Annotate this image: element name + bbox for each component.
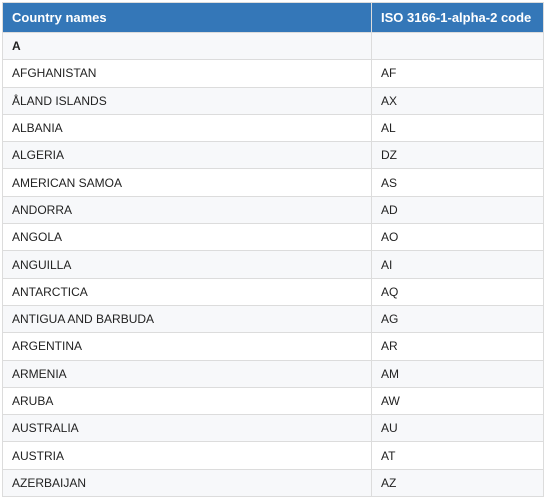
country-name: ALGERIA: [2, 141, 372, 170]
empty-cell: [371, 31, 544, 61]
country-name: ÅLAND ISLANDS: [2, 86, 372, 115]
table-row: ALBANIA AL: [2, 113, 544, 143]
country-name: ANGOLA: [2, 223, 372, 252]
section-cell: A: [2, 31, 372, 61]
country-name: ANDORRA: [2, 195, 372, 225]
country-name: ANGUILLA: [2, 250, 372, 279]
country-name: AZERBAIJAN: [2, 468, 372, 498]
country-code: AZ: [371, 468, 544, 498]
table-row: ALGERIA DZ: [2, 141, 544, 170]
table-row: ARMENIA AM: [2, 359, 544, 388]
table-row: ANTIGUA AND BARBUDA AG: [2, 304, 544, 334]
country-code: AS: [371, 168, 544, 197]
country-name: ARMENIA: [2, 359, 372, 388]
country-code: AW: [371, 386, 544, 416]
table-row: ANDORRA AD: [2, 195, 544, 225]
country-name: AFGHANISTAN: [2, 59, 372, 88]
header-row: Country names ISO 3166-1-alpha-2 code: [2, 2, 544, 33]
country-code: AR: [371, 332, 544, 361]
table-body: A AFGHANISTAN AF ÅLAND ISLANDS AX ALBANIA AL A…: [2, 31, 544, 498]
country-name: AUSTRALIA: [2, 414, 372, 443]
table-row: AUSTRALIA AU: [2, 414, 544, 443]
table-row: ANGOLA AO: [2, 223, 544, 252]
country-name: AMERICAN SAMOA: [2, 168, 372, 197]
table-row: ARUBA AW: [2, 386, 544, 416]
table-row: AUSTRIA AT: [2, 441, 544, 470]
country-name: ANTARCTICA: [2, 277, 372, 306]
header-cell: ISO 3166-1-alpha-2 code: [371, 2, 544, 33]
table-row: ARGENTINA AR: [2, 332, 544, 361]
country-name: ANTIGUA AND BARBUDA: [2, 304, 372, 334]
country-code: AU: [371, 414, 544, 443]
country-code: AQ: [371, 277, 544, 306]
table-header: Country names ISO 3166-1-alpha-2 code: [2, 2, 544, 33]
section-row: A: [2, 31, 544, 61]
table-row: ANTARCTICA AQ: [2, 277, 544, 306]
country-name: AUSTRIA: [2, 441, 372, 470]
country-code: AG: [371, 304, 544, 334]
table-row: AMERICAN SAMOA AS: [2, 168, 544, 197]
country-code: AF: [371, 59, 544, 88]
country-code: AX: [371, 86, 544, 115]
country-name: ARGENTINA: [2, 332, 372, 361]
table-row: ÅLAND ISLANDS AX: [2, 86, 544, 115]
country-code: AI: [371, 250, 544, 279]
country-name: ALBANIA: [2, 113, 372, 143]
table-row: AFGHANISTAN AF: [2, 59, 544, 88]
table-row: ANGUILLA AI: [2, 250, 544, 279]
country-code: AL: [371, 113, 544, 143]
header-cell: Country names: [2, 2, 372, 33]
country-code: AM: [371, 359, 544, 388]
country-code: AO: [371, 223, 544, 252]
country-code: AD: [371, 195, 544, 225]
country-name: ARUBA: [2, 386, 372, 416]
country-code: DZ: [371, 141, 544, 170]
country-code: AT: [371, 441, 544, 470]
table-row: AZERBAIJAN AZ: [2, 468, 544, 498]
